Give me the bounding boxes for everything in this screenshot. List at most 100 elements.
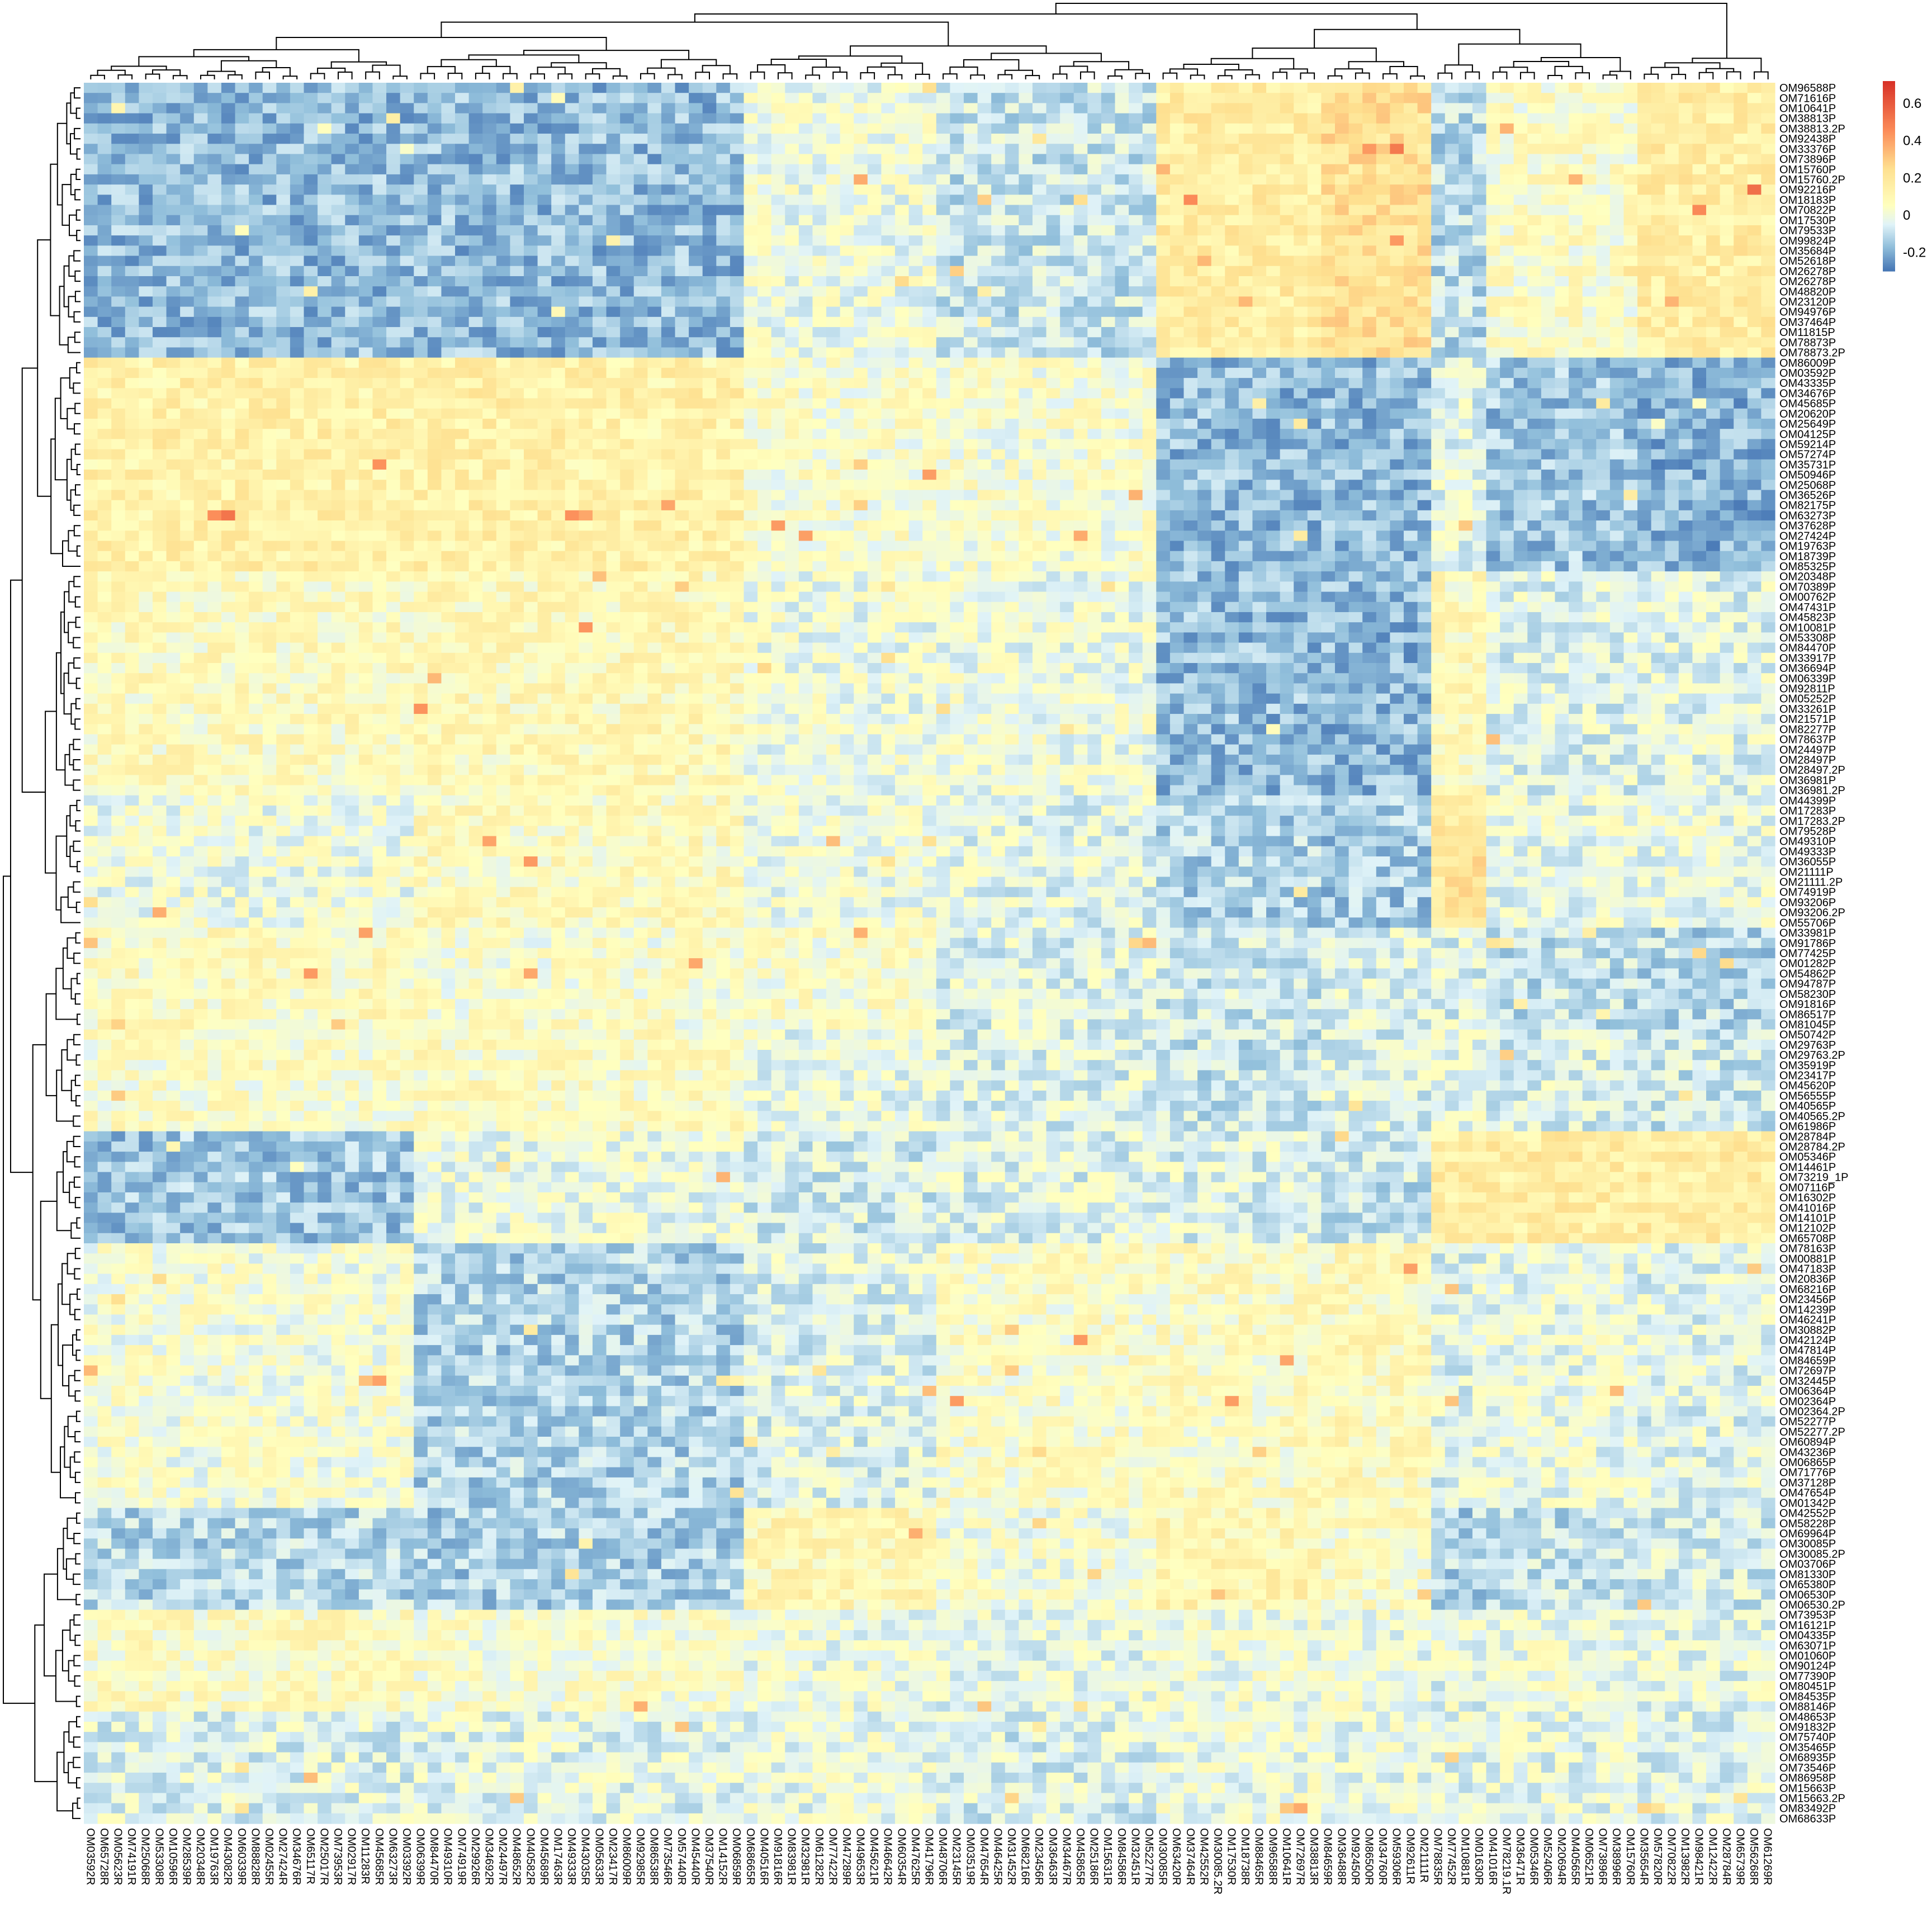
heatmap-cell [1706,245,1720,256]
heatmap-cell [1569,205,1583,216]
heatmap-cell [469,215,483,226]
heatmap-cell [1514,337,1528,348]
heatmap-cell [1651,154,1665,164]
heatmap-cell [1692,378,1706,389]
heatmap-cell [345,256,359,267]
heatmap-cell [1225,409,1239,419]
heatmap-cell [1266,184,1280,195]
heatmap-cell [703,296,717,307]
heatmap-cell [1087,154,1101,164]
heatmap-cell [372,327,386,338]
heatmap-cell [1376,164,1390,175]
heatmap-cell [1596,296,1610,307]
heatmap-cell [153,347,167,358]
heatmap-cell [1101,409,1115,419]
heatmap-cell [744,307,757,318]
heatmap-cell [1197,399,1211,409]
heatmap-cell [675,124,689,134]
heatmap-cell [716,296,730,307]
heatmap-cell [661,134,675,144]
heatmap-cell [1418,347,1432,358]
heatmap-cell [1197,103,1211,113]
heatmap-cell [675,409,689,419]
heatmap-cell [812,83,826,93]
heatmap-cell [675,399,689,409]
heatmap-cell [1170,358,1184,368]
heatmap-cell [111,296,125,307]
heatmap-cell [345,399,359,409]
heatmap-cell [359,307,373,318]
heatmap-cell [1349,317,1363,328]
heatmap-cell [854,358,868,368]
heatmap-cell [538,337,552,348]
heatmap-cell [1720,134,1734,144]
heatmap-cell [579,337,593,348]
heatmap-cell [98,215,112,226]
heatmap-cell [153,124,167,134]
heatmap-cell [771,419,785,429]
heatmap-cell [1183,327,1197,338]
heatmap-cell [167,164,181,175]
heatmap-cell [1019,205,1033,216]
heatmap-cell [345,205,359,216]
heatmap-cell [98,296,112,307]
heatmap-cell [235,327,249,338]
heatmap-cell [332,439,345,449]
heatmap-cell [730,429,744,439]
heatmap-cell [1651,409,1665,419]
heatmap-cell [1074,144,1088,154]
heatmap-cell [1033,419,1046,429]
heatmap-cell [84,205,98,216]
heatmap-cell [249,337,263,348]
heatmap-cell [1555,103,1569,113]
heatmap-cell [565,439,579,449]
heatmap-cell [332,235,345,246]
heatmap-cell [647,93,661,103]
heatmap-cell [441,378,455,389]
heatmap-cell [1596,235,1610,246]
heatmap-cell [290,124,304,134]
heatmap-cell [757,215,771,226]
heatmap-cell [469,124,483,134]
heatmap-cell [1692,184,1706,195]
heatmap-cell [1349,409,1363,419]
heatmap-cell [207,225,221,236]
heatmap-cell [964,154,978,164]
column-dendrogram-branch [833,72,847,79]
column-dendrogram-branch [1466,72,1480,79]
heatmap-cell [1197,215,1211,226]
heatmap-cell [579,83,593,93]
heatmap-cell [400,174,414,185]
heatmap-cell [620,195,634,205]
heatmap-cell [757,124,771,134]
heatmap-cell [194,347,208,358]
row-dendrogram-branch [77,1055,81,1065]
heatmap-cell [1583,154,1597,164]
heatmap-cell [207,144,221,154]
row-dendrogram-branch [60,1447,75,1498]
heatmap-cell [1033,235,1046,246]
heatmap-cell [1362,144,1376,154]
heatmap-cell [950,235,964,246]
heatmap-cell [909,205,923,216]
heatmap-cell [1431,256,1445,267]
heatmap-cell [290,93,304,103]
heatmap-cell [1183,419,1197,429]
heatmap-cell [730,245,744,256]
heatmap-cell [84,317,98,328]
heatmap-cell [620,205,634,216]
heatmap-cell [1349,429,1363,439]
heatmap-cell [1748,235,1761,246]
heatmap-cell [98,256,112,267]
heatmap-cell [1376,266,1390,277]
heatmap-cell [1101,144,1115,154]
heatmap-cell [1197,235,1211,246]
heatmap-cell [235,113,249,124]
row-dendrogram-branch [77,465,80,475]
heatmap-cell [1074,245,1088,256]
heatmap-cell [125,439,139,449]
heatmap-cell [414,184,428,195]
heatmap-cell [1418,286,1432,297]
heatmap-cell [593,164,607,175]
heatmap-cell [1143,286,1157,297]
